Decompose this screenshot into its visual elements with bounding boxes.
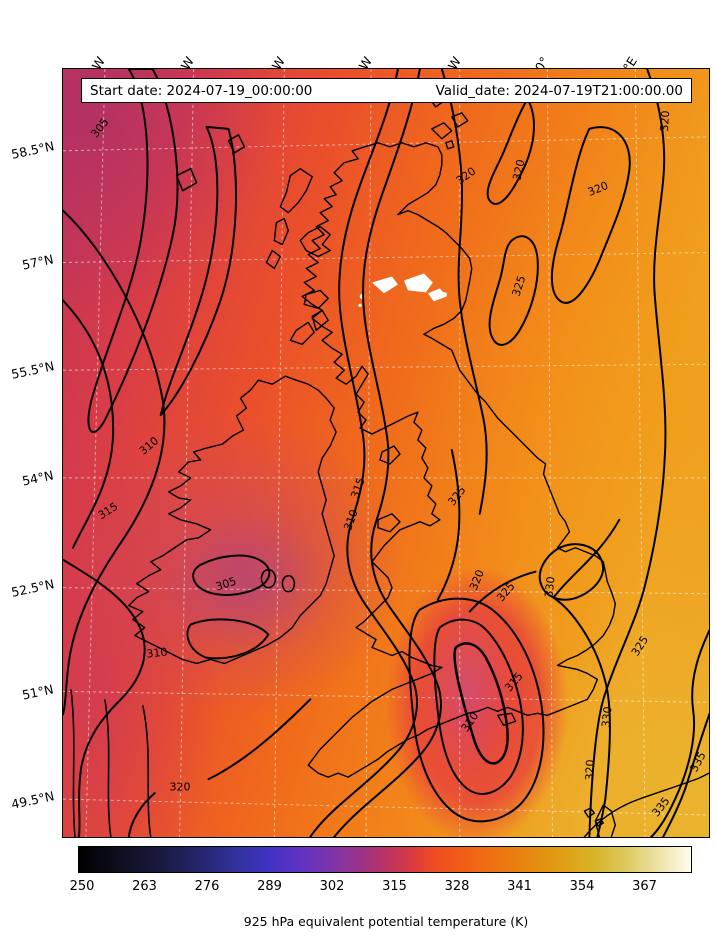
contour-305-ireland-loop [192, 554, 271, 596]
contour-value-label: 320 [583, 759, 597, 781]
contour-325-right-loop [488, 235, 539, 346]
coast-anglesey [377, 513, 401, 533]
colorbar-tick-label: 250 [69, 879, 95, 894]
contour-320-right [588, 69, 667, 837]
coast-isle-of-wight [496, 712, 517, 726]
valid-date-label: Valid_date: 2024-07-19T21:00:00.00 [435, 82, 683, 99]
coast-ireland [128, 375, 337, 665]
colorbar-tick-label: 263 [132, 879, 157, 894]
contour-lines [63, 69, 709, 837]
graticule-grid [63, 69, 709, 837]
contour-310-irish-sea [333, 69, 442, 837]
lat-tick-label: 55.5°N [9, 358, 56, 382]
colorbar-tick-label: 367 [632, 879, 657, 894]
coast-isle-of-man [379, 445, 401, 465]
contour-310-sw-ireland [63, 558, 146, 837]
contour-320-nscotland [440, 69, 488, 515]
colorbar-tick-label: 276 [194, 879, 220, 894]
coast-great-britain [301, 142, 616, 778]
coast-skye-mull-islay [289, 225, 331, 345]
contour-305-loop [87, 69, 179, 433]
lat-tick-label: 57°N [21, 251, 56, 273]
contour-325-mid [436, 449, 461, 601]
coastlines [128, 92, 709, 837]
colorbar-tick-label: 354 [569, 879, 595, 894]
contour-320-ne-loop [550, 126, 631, 304]
masked-data-patches [358, 273, 448, 307]
contour-value-label: 330 [599, 705, 615, 729]
coast-cotentin [594, 804, 616, 837]
contour-330-line [552, 518, 621, 837]
temperature-field-map [63, 69, 709, 837]
colorbar-tick-label: 341 [507, 879, 532, 894]
colorbar-caption: 925 hPa equivalent potential temperature… [243, 914, 529, 929]
contour-335-br1 [650, 629, 709, 837]
contour-320-sw [127, 698, 312, 837]
coast-orkney-shetland [429, 92, 469, 150]
start-date-label: Start date: 2024-07-19_00:00:00 [90, 82, 313, 99]
contour-value-label: 310 [145, 645, 169, 661]
colorbar-tick-label: 328 [444, 879, 470, 894]
contour-london-315 [433, 618, 524, 795]
colorbar [78, 846, 692, 873]
lat-tick-label: 52.5°N [9, 576, 56, 600]
contour-value-label: 330 [542, 575, 558, 599]
lat-tick-label: 51°N [21, 681, 56, 703]
lat-tick-label: 54°N [21, 467, 56, 489]
date-banner: Start date: 2024-07-19_00:00:00 Valid_da… [81, 78, 692, 103]
coast-channel-islands [583, 807, 605, 827]
coast-france [583, 772, 709, 837]
contour-value-label: 320 [657, 110, 673, 132]
contour-335-br2 [662, 712, 709, 837]
coast-hebrides [265, 168, 313, 270]
colorbar-tick-label: 302 [319, 879, 345, 894]
map-plot-area: Start date: 2024-07-19_00:00:00 Valid_da… [62, 68, 710, 838]
contour-wash-cluster [468, 543, 604, 613]
contour-315-west [63, 299, 115, 549]
lat-tick-label: 49.5°N [9, 788, 56, 812]
contour-value-label: 320 [169, 780, 191, 794]
contour-london-310 [453, 642, 509, 765]
contour-london-outer [408, 597, 545, 823]
contour-310-west [63, 209, 166, 716]
lat-tick-label: 58.5°N [9, 138, 56, 162]
contour-320-hook [486, 97, 535, 205]
colorbar-tick-label: 289 [257, 879, 282, 894]
colorbar-tick-label: 315 [382, 879, 407, 894]
contour-315-irish-sea [309, 69, 418, 837]
